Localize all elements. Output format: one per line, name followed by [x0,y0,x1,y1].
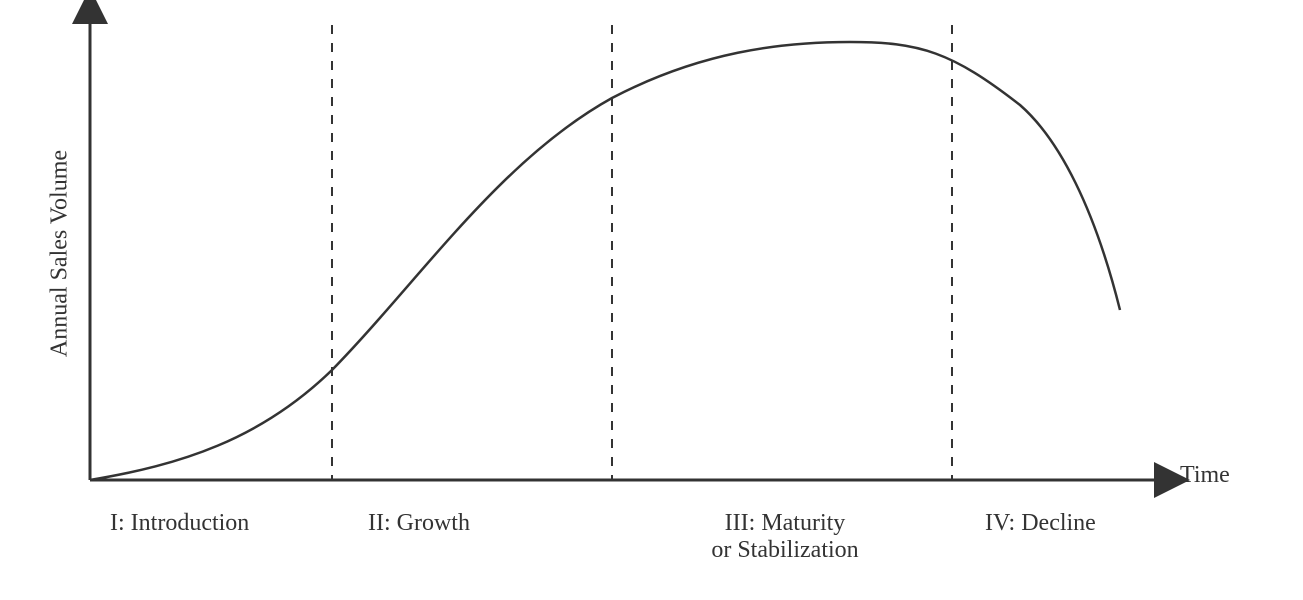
stage-label-maturity: III: Maturity or Stabilization [640,510,930,564]
stage-text: II: Growth [368,510,470,536]
y-axis-label: Annual Sales Volume [47,124,74,384]
stage-text: IV: Decline [985,510,1096,536]
x-axis-label: Time [1180,462,1230,489]
stage-text-line2: or Stabilization [640,537,930,564]
stage-label-introduction: I: Introduction [110,510,320,537]
sales-curve [90,42,1120,480]
stage-text: III: Maturity [725,510,846,536]
stage-label-growth: II: Growth [368,510,578,537]
stage-label-decline: IV: Decline [985,510,1195,537]
stage-text: I: Introduction [110,510,249,536]
